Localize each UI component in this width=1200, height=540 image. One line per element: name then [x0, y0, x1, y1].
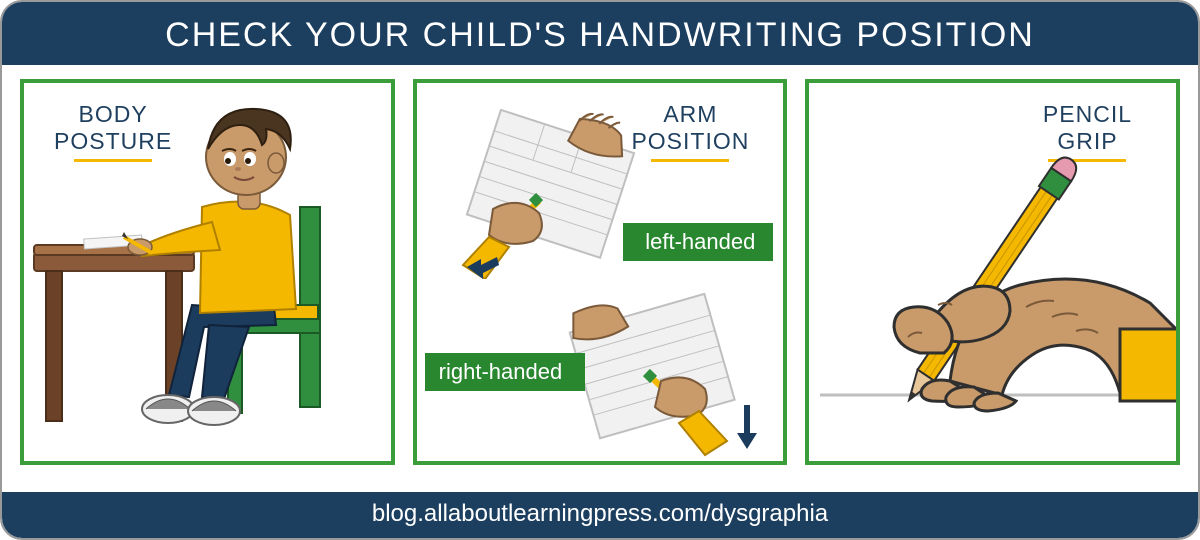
title-underline [651, 159, 729, 162]
label-left-handed: left-handed [623, 223, 773, 261]
panels-row: BODY POSTURE [2, 65, 1198, 475]
panel-arm-position: ARM POSITION [413, 79, 788, 465]
panel-body-posture: BODY POSTURE [20, 79, 395, 465]
child-at-desk-illustration [24, 87, 394, 465]
label-right-handed: right-handed [425, 353, 585, 391]
header-title: CHECK YOUR CHILD'S HANDWRITING POSITION [165, 16, 1035, 54]
infographic-container: CHECK YOUR CHILD'S HANDWRITING POSITION … [0, 0, 1200, 540]
panel-pencil-grip: PENCIL GRIP [805, 79, 1180, 465]
footer-bar: blog.allaboutlearningpress.com/dysgraphi… [2, 492, 1198, 538]
pencil-grip-illustration [805, 81, 1180, 461]
header-bar: CHECK YOUR CHILD'S HANDWRITING POSITION [2, 2, 1198, 65]
footer-text: blog.allaboutlearningpress.com/dysgraphi… [372, 500, 828, 527]
title-line1: ARM [663, 101, 717, 127]
